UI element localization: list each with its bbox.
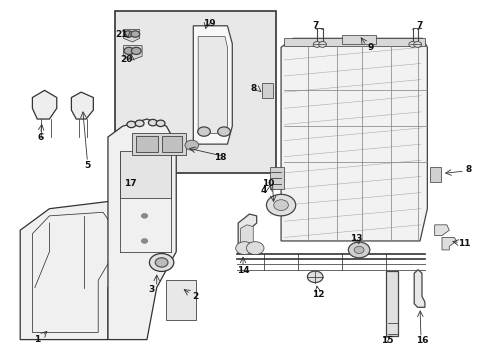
Polygon shape: [238, 214, 256, 253]
Bar: [341, 35, 375, 44]
Circle shape: [217, 127, 230, 136]
Polygon shape: [413, 270, 424, 307]
Text: 18: 18: [213, 153, 226, 162]
Text: 10: 10: [261, 179, 274, 188]
Polygon shape: [108, 119, 176, 339]
Polygon shape: [32, 90, 57, 119]
Bar: [270, 167, 284, 189]
Polygon shape: [166, 280, 195, 320]
Polygon shape: [123, 30, 140, 42]
Text: 20: 20: [120, 55, 132, 64]
Circle shape: [131, 47, 141, 54]
Text: 11: 11: [457, 239, 469, 248]
Text: 3: 3: [148, 285, 155, 294]
Polygon shape: [123, 45, 142, 60]
Circle shape: [273, 200, 288, 211]
Text: 15: 15: [380, 336, 393, 345]
Text: 1: 1: [34, 335, 41, 344]
Circle shape: [184, 140, 198, 150]
Bar: [261, 83, 273, 98]
Polygon shape: [198, 37, 227, 134]
Polygon shape: [281, 39, 427, 241]
Circle shape: [307, 271, 323, 283]
Text: 12: 12: [312, 289, 324, 298]
Text: 6: 6: [38, 133, 44, 142]
Bar: [429, 167, 441, 182]
Polygon shape: [120, 151, 171, 198]
Polygon shape: [434, 225, 448, 235]
Text: 8: 8: [465, 165, 471, 174]
Bar: [385, 271, 397, 336]
Circle shape: [135, 120, 144, 127]
Text: 19: 19: [203, 19, 215, 28]
Polygon shape: [71, 92, 93, 119]
Circle shape: [142, 239, 147, 243]
Circle shape: [347, 242, 369, 258]
Text: 16: 16: [415, 336, 428, 345]
Circle shape: [246, 242, 264, 255]
Circle shape: [148, 120, 157, 126]
Circle shape: [413, 41, 421, 47]
Circle shape: [127, 121, 136, 128]
Circle shape: [318, 41, 326, 47]
Bar: [132, 134, 185, 155]
Text: 2: 2: [192, 292, 199, 301]
Bar: [115, 12, 276, 173]
Text: 17: 17: [123, 179, 136, 188]
Text: 4: 4: [260, 185, 266, 194]
Text: 13: 13: [350, 234, 362, 243]
Circle shape: [266, 194, 295, 216]
Text: 7: 7: [415, 21, 422, 30]
Circle shape: [131, 31, 140, 37]
Text: 9: 9: [366, 43, 373, 52]
Circle shape: [353, 246, 363, 253]
Text: 14: 14: [236, 266, 249, 275]
Circle shape: [313, 41, 321, 47]
Circle shape: [235, 242, 253, 255]
Circle shape: [197, 127, 210, 136]
Circle shape: [156, 120, 164, 127]
Circle shape: [142, 214, 147, 218]
Circle shape: [124, 47, 134, 54]
Bar: [161, 136, 182, 152]
Polygon shape: [193, 26, 232, 144]
Polygon shape: [20, 202, 127, 339]
Polygon shape: [441, 237, 456, 250]
Bar: [283, 39, 424, 45]
Text: 5: 5: [84, 161, 90, 170]
Text: 21: 21: [115, 30, 127, 39]
Circle shape: [124, 31, 133, 37]
Text: 8: 8: [250, 84, 256, 93]
Circle shape: [408, 41, 416, 47]
Circle shape: [149, 253, 173, 271]
Polygon shape: [240, 225, 253, 252]
Text: 7: 7: [311, 21, 318, 30]
Circle shape: [155, 258, 167, 267]
Bar: [136, 136, 158, 152]
Circle shape: [142, 189, 147, 193]
